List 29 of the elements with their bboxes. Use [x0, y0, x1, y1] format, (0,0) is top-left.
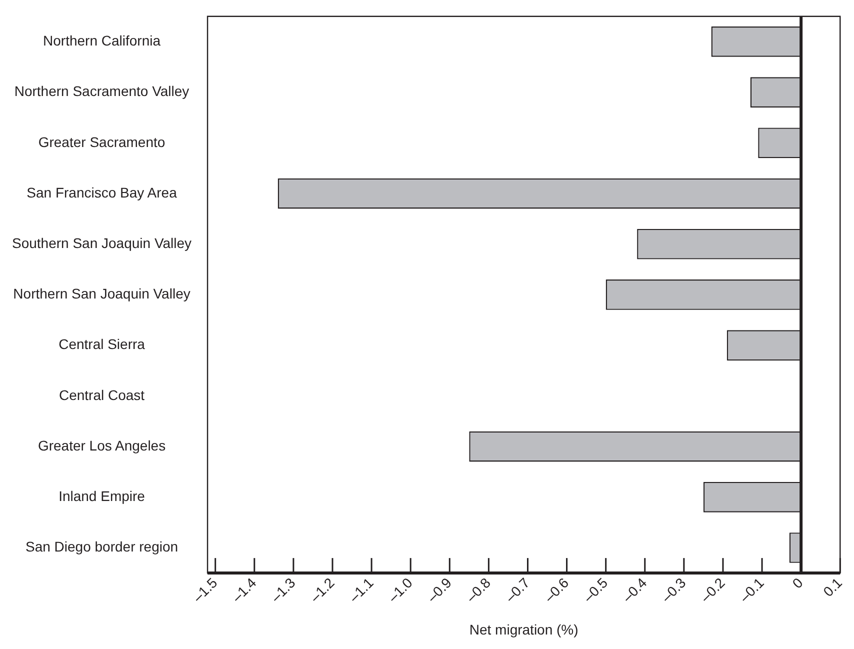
y-tick-label: Inland Empire — [58, 488, 146, 504]
y-tick-label: Southern San Joaquin Valley — [12, 234, 192, 251]
x-tick-label: –0.4 — [619, 574, 650, 606]
x-tick-label: –1.5 — [190, 574, 220, 606]
x-tick-label: –0.5 — [580, 574, 611, 606]
x-tick-label: –1.0 — [384, 574, 416, 606]
y-tick-label: San Francisco Bay Area — [26, 184, 178, 200]
x-tick-label: –0.6 — [541, 574, 572, 606]
x-tick-label: –1.2 — [306, 574, 338, 606]
x-tick-label: –0.3 — [658, 574, 689, 606]
y-tick-label: Northern San Joaquin Valley — [13, 286, 190, 302]
y-tick-label: San Diego border region — [25, 538, 178, 555]
x-tick-label: 0 — [789, 574, 806, 592]
y-tick-label: Central Coast — [58, 386, 145, 403]
y-tick-label: Greater Los Angeles — [38, 437, 166, 454]
x-tick-label: –0.7 — [502, 574, 533, 606]
y-tick-label: Northern Sacramento Valley — [14, 83, 190, 100]
y-tick-label: Greater Sacramento — [38, 134, 166, 150]
y-tick-label: Central Sierra — [58, 336, 146, 352]
x-tick-label: –0.1 — [736, 574, 768, 606]
x-tick-label: –0.2 — [697, 574, 728, 606]
x-tick-label: –1.1 — [346, 574, 377, 606]
x-tick-label: –0.8 — [462, 574, 494, 606]
x-tick-label: –1.3 — [268, 574, 298, 606]
x-tick-label: –1.4 — [228, 574, 260, 606]
x-tick-label: 0.1 — [820, 574, 846, 600]
x-tick-label: –0.9 — [424, 574, 455, 606]
y-tick-label: Northern California — [43, 32, 161, 49]
x-axis-title: Net migration (%) — [469, 621, 578, 638]
